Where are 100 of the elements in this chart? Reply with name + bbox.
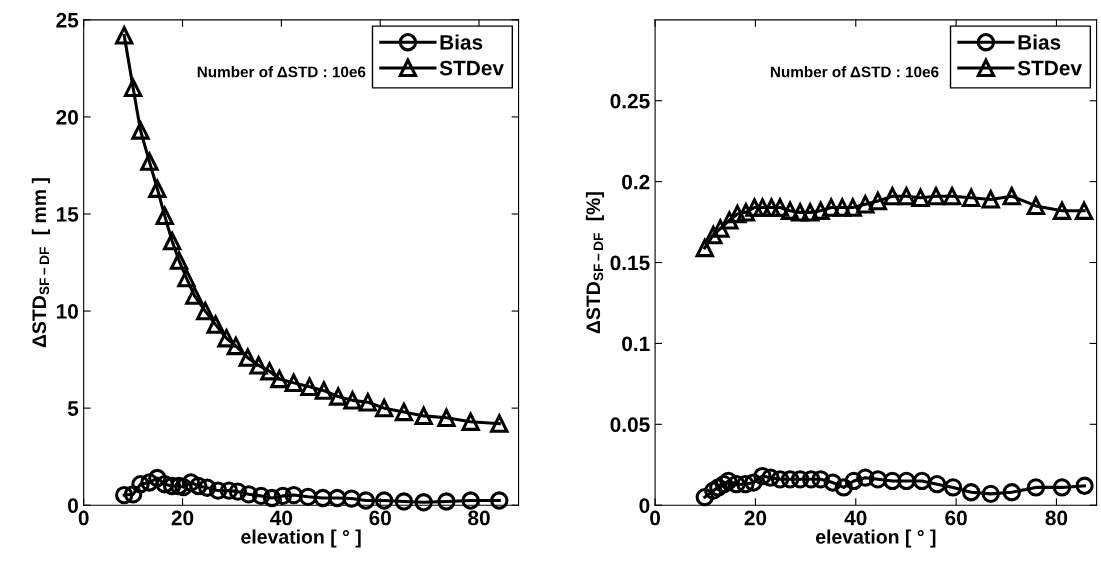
x-tick-label: 60 bbox=[945, 510, 967, 526]
point bbox=[284, 485, 303, 505]
point bbox=[926, 187, 946, 206]
y-tick-label: 20 bbox=[56, 109, 78, 125]
point bbox=[169, 251, 189, 270]
point bbox=[162, 232, 182, 251]
point bbox=[123, 76, 144, 97]
point bbox=[897, 471, 916, 491]
y-tick-label: 25 bbox=[56, 12, 79, 28]
point bbox=[695, 487, 714, 507]
point bbox=[912, 471, 932, 491]
y-tick-label: 0.1 bbox=[622, 336, 650, 352]
point bbox=[374, 398, 394, 418]
point bbox=[801, 470, 821, 489]
point bbox=[299, 375, 320, 396]
point bbox=[208, 481, 228, 500]
point bbox=[162, 476, 182, 496]
point bbox=[753, 198, 772, 217]
point bbox=[490, 414, 509, 433]
x-tick-label: 20 bbox=[171, 510, 194, 526]
point bbox=[728, 204, 747, 224]
point bbox=[490, 491, 509, 510]
point bbox=[394, 402, 414, 422]
annotation: Number of ΔSTD : 10e6 bbox=[770, 66, 939, 78]
point bbox=[736, 203, 756, 222]
point bbox=[704, 225, 723, 245]
point bbox=[147, 177, 168, 198]
point bbox=[780, 470, 800, 489]
point bbox=[177, 268, 196, 288]
point bbox=[927, 475, 947, 494]
point bbox=[883, 471, 902, 491]
x-tick-label: 40 bbox=[844, 510, 867, 526]
y-axis-title: ΔSTD$_{SF−DF}$ [ mm ] bbox=[31, 178, 50, 348]
y-tick-label: 0.25 bbox=[610, 93, 650, 109]
point bbox=[374, 491, 394, 510]
point bbox=[343, 391, 362, 410]
y-tick-label: 5 bbox=[67, 401, 79, 416]
point bbox=[762, 198, 781, 217]
point bbox=[1002, 483, 1021, 502]
y-tick-label: 0 bbox=[639, 498, 650, 513]
y-tick-label: 15 bbox=[56, 207, 79, 222]
point bbox=[834, 478, 853, 497]
point bbox=[437, 492, 456, 511]
point bbox=[251, 486, 271, 506]
point bbox=[790, 203, 810, 222]
point bbox=[189, 476, 208, 496]
point bbox=[1002, 187, 1021, 206]
point bbox=[720, 211, 739, 230]
legend-label: STDev bbox=[1017, 60, 1082, 76]
point bbox=[260, 362, 279, 381]
point bbox=[226, 336, 246, 356]
point bbox=[943, 478, 963, 497]
point bbox=[115, 485, 134, 505]
x-tick-label: 80 bbox=[468, 510, 490, 526]
x-axis-title: elevation [ ° ] bbox=[816, 529, 936, 548]
point bbox=[823, 473, 842, 492]
point bbox=[329, 387, 348, 406]
point bbox=[217, 329, 236, 348]
point bbox=[704, 481, 723, 500]
point bbox=[753, 466, 772, 486]
point bbox=[196, 301, 215, 321]
point bbox=[736, 475, 755, 494]
point bbox=[883, 187, 902, 206]
point bbox=[356, 491, 376, 510]
point bbox=[1052, 199, 1072, 220]
point bbox=[154, 204, 175, 226]
point bbox=[856, 195, 875, 214]
point bbox=[868, 191, 888, 211]
y-tick-label: 0.2 bbox=[622, 174, 650, 190]
point bbox=[719, 471, 738, 491]
point bbox=[780, 199, 800, 220]
point bbox=[822, 198, 841, 217]
point bbox=[198, 478, 217, 497]
point bbox=[711, 219, 730, 238]
point bbox=[123, 485, 143, 504]
point bbox=[770, 198, 790, 217]
legend-label: Bias bbox=[1018, 34, 1061, 50]
point bbox=[1075, 476, 1094, 495]
point bbox=[1025, 194, 1046, 216]
point bbox=[868, 470, 888, 489]
point bbox=[219, 481, 239, 500]
point bbox=[843, 198, 862, 217]
point bbox=[298, 487, 318, 507]
point bbox=[1052, 478, 1072, 497]
point bbox=[770, 470, 790, 489]
point bbox=[131, 121, 150, 140]
point bbox=[962, 483, 981, 502]
point bbox=[1074, 199, 1095, 220]
point bbox=[283, 371, 303, 393]
x-tick-label: 80 bbox=[1045, 510, 1068, 526]
point bbox=[342, 489, 361, 508]
point bbox=[115, 26, 134, 45]
point bbox=[262, 488, 282, 508]
point bbox=[844, 471, 863, 491]
point bbox=[181, 473, 201, 492]
x-tick-label: 0 bbox=[650, 510, 661, 526]
point bbox=[961, 186, 982, 207]
point bbox=[249, 356, 268, 375]
point bbox=[239, 485, 258, 504]
point bbox=[727, 475, 746, 494]
